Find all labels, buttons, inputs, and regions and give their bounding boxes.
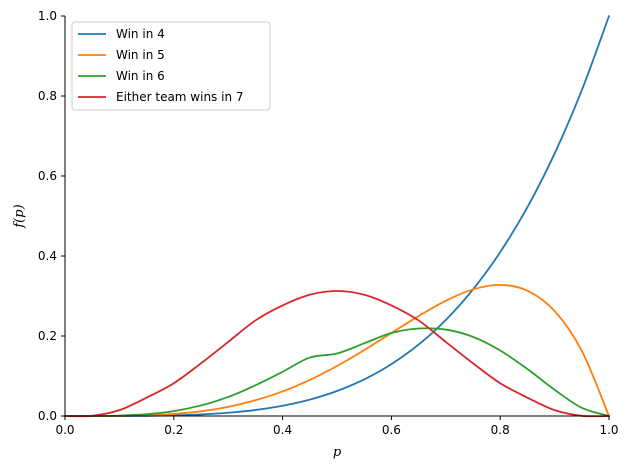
y-axis-label: f(p) <box>12 204 27 228</box>
x-ticks: 0.0 0.2 0.4 0.6 0.8 1.0 <box>55 416 619 437</box>
legend-label-win-in-4: Win in 4 <box>116 27 165 41</box>
y-tick-label: 0.4 <box>38 249 57 263</box>
legend-frame <box>71 21 271 111</box>
x-axis-label: p <box>333 445 342 460</box>
legend-label-win-in-6: Win in 6 <box>116 69 165 83</box>
x-tick-label: 0.2 <box>164 423 183 437</box>
y-ticks: 0.0 0.2 0.4 0.6 0.8 1.0 <box>38 9 65 423</box>
y-tick-label: 1.0 <box>38 9 57 23</box>
x-tick-label: 1.0 <box>599 423 618 437</box>
legend-label-win-in-5: Win in 5 <box>116 48 165 62</box>
y-tick-label: 0.0 <box>38 409 57 423</box>
y-tick-label: 0.2 <box>38 329 57 343</box>
series-line-win-in-6 <box>64 327 610 417</box>
legend: Win in 4 Win in 5 Win in 6 Either team wins… <box>71 21 271 111</box>
axes <box>64 16 609 417</box>
series-line-win-in-5 <box>64 284 610 417</box>
x-tick-label: 0.4 <box>273 423 292 437</box>
x-tick-label: 0.8 <box>491 423 510 437</box>
y-tick-label: 0.6 <box>38 169 57 183</box>
y-tick-label: 0.8 <box>38 89 57 103</box>
legend-label-either-team-wins-in-7: Either team wins in 7 <box>116 90 244 104</box>
x-tick-label: 0.6 <box>382 423 401 437</box>
x-tick-label: 0.0 <box>55 423 74 437</box>
series-line-either-team-wins-in-7 <box>64 290 610 418</box>
